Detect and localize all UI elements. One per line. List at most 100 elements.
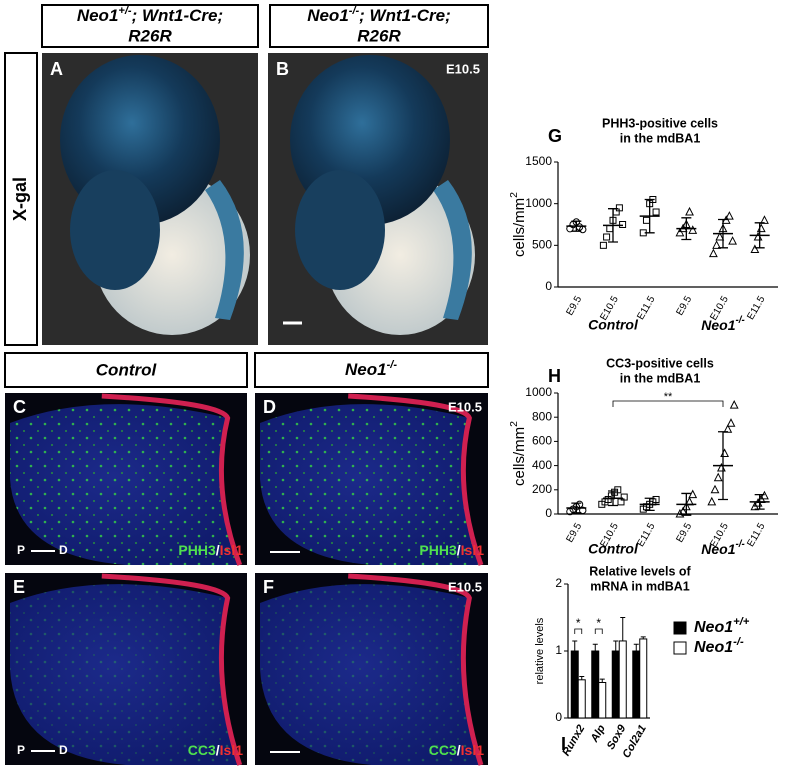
chart-title: Relative levels of xyxy=(589,564,691,578)
point xyxy=(712,240,722,249)
y-tick-label: 400 xyxy=(532,458,552,472)
micrograph: PHH3/Isl1 P D xyxy=(5,393,247,566)
y-axis-label: cells/mm2 xyxy=(508,192,528,257)
genotype: +/- xyxy=(118,5,131,17)
bar xyxy=(591,650,600,719)
sig-bracket xyxy=(574,628,583,634)
row-label: X-gal xyxy=(10,177,30,221)
stain: CC3 xyxy=(188,742,216,758)
error-bar xyxy=(640,636,646,639)
group-label: Neo1-/- xyxy=(701,539,744,557)
point xyxy=(614,486,622,494)
point xyxy=(724,211,734,220)
stage-label: E10.5 xyxy=(448,399,482,414)
bar xyxy=(598,681,607,719)
stain-sep: / xyxy=(216,542,220,558)
group-label: Control xyxy=(588,317,639,333)
point xyxy=(688,489,698,499)
point xyxy=(606,225,614,233)
label-sup: -/- xyxy=(735,315,744,326)
point xyxy=(620,493,628,501)
y-axis-label: relative levels xyxy=(534,617,546,684)
counterstain: Isl1 xyxy=(461,742,485,758)
label-sup: -/- xyxy=(733,636,744,648)
gene: Neo1 xyxy=(307,6,349,25)
point xyxy=(615,204,623,212)
legend-label: Neo1-/- xyxy=(694,636,744,656)
legend-swatch xyxy=(673,621,687,635)
sd-bar xyxy=(681,217,692,241)
x-tick-label: E11.5 xyxy=(635,521,657,549)
point xyxy=(675,508,685,518)
y-tick-label: 800 xyxy=(532,409,552,423)
header-rest: ; Wnt1-Cre; xyxy=(132,6,224,25)
point xyxy=(579,506,587,515)
stain-label: PHH3/Isl1 xyxy=(178,542,243,558)
tissue-dots xyxy=(10,404,240,565)
label-text: cells/mm xyxy=(511,198,528,257)
stain-sep: / xyxy=(457,742,461,758)
x-tick-label: E11.5 xyxy=(635,294,657,322)
header-box xyxy=(269,4,489,48)
section-header: Control xyxy=(96,360,158,379)
panel-letter: I xyxy=(561,734,566,754)
header-line: R26R xyxy=(128,26,172,45)
sd-bar xyxy=(608,208,618,243)
micrograph: CC3/Isl1 P D xyxy=(5,573,247,766)
panel-letter: C xyxy=(13,397,26,417)
point xyxy=(652,208,660,216)
y-tick-label: 0 xyxy=(555,710,562,724)
bar xyxy=(611,650,620,719)
isl1-edge xyxy=(101,573,243,766)
chart-title: in the mdBA1 xyxy=(620,131,701,145)
tissue-dots xyxy=(260,584,482,765)
sd-bar xyxy=(718,218,728,249)
point xyxy=(756,223,766,233)
label-sup: -/- xyxy=(735,539,744,550)
header-box xyxy=(41,4,259,48)
sd-bar xyxy=(754,222,765,249)
panel-letter: A xyxy=(50,59,63,79)
point xyxy=(652,495,660,503)
point xyxy=(750,244,760,253)
y-tick-label: 600 xyxy=(532,434,552,448)
y-tick-label: 1 xyxy=(555,643,562,657)
gene: Neo1 xyxy=(345,360,387,379)
counterstain: Isl1 xyxy=(220,542,244,558)
orient-p: P xyxy=(17,543,25,557)
point xyxy=(713,472,723,482)
section-header: Neo1-/- xyxy=(345,359,397,380)
error-bar xyxy=(599,678,605,683)
x-tick-label: E9.5 xyxy=(674,294,694,318)
label-text: Neo1 xyxy=(701,541,735,557)
sig-label: ** xyxy=(664,391,673,403)
point xyxy=(726,418,736,427)
header-line: R26R xyxy=(357,26,401,45)
sig-label: * xyxy=(576,616,581,630)
photo-a xyxy=(42,53,258,345)
genotype: -/- xyxy=(387,359,398,371)
point xyxy=(688,225,698,234)
x-tick-label: E9.5 xyxy=(564,294,584,318)
sd-bar xyxy=(608,490,618,507)
y-tick-label: 200 xyxy=(532,482,552,496)
sig-bracket xyxy=(594,628,603,634)
point xyxy=(760,490,769,500)
x-tick-label: Alp xyxy=(588,723,608,745)
micrograph: PHH3/Isl1 xyxy=(255,393,488,566)
x-tick-label: E11.5 xyxy=(745,521,767,549)
stain-sep: / xyxy=(216,742,220,758)
legend-swatch xyxy=(673,641,687,655)
point xyxy=(685,206,694,216)
panel-letter: G xyxy=(548,126,562,146)
sig-label: * xyxy=(596,616,601,630)
sd-bar xyxy=(571,502,582,514)
group-label: Neo1-/- xyxy=(701,315,744,333)
stage-label: E10.5 xyxy=(446,61,480,76)
orient-d: D xyxy=(59,743,68,757)
stain-label: PHH3/Isl1 xyxy=(419,542,484,558)
legend-label: Neo1+/+ xyxy=(694,616,750,636)
